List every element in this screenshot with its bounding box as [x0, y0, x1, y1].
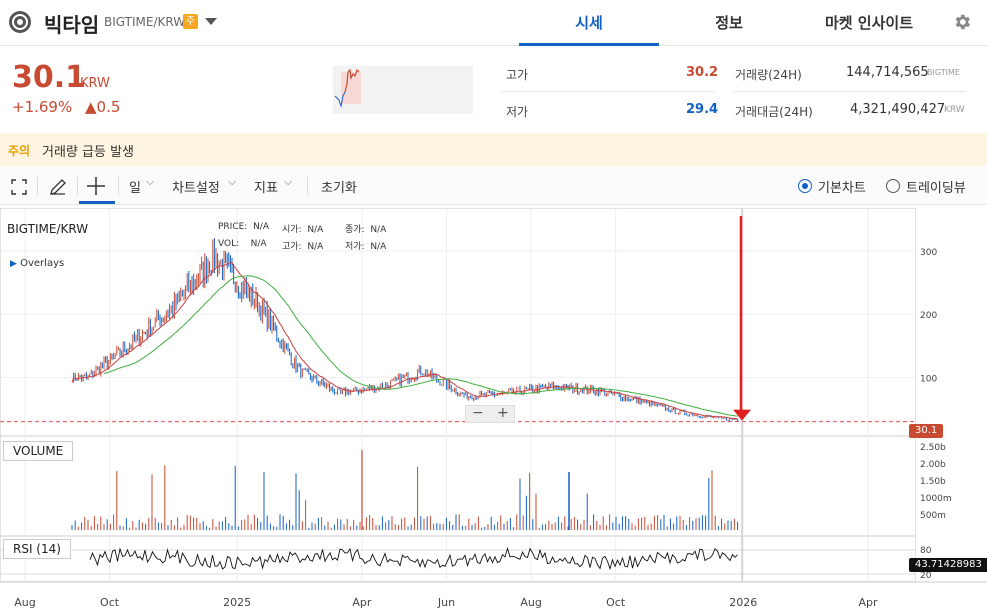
- x-tick-label: 2026: [729, 596, 757, 609]
- chart-toolbar: 일 ⌵ 차트설정 ⌵ 지표 ⌵ 초기화 기본차트 트레이딩뷰: [0, 167, 987, 205]
- chevron-down-icon[interactable]: ⌵: [284, 175, 293, 188]
- crosshair-icon[interactable]: [85, 175, 107, 197]
- x-tick-label: Oct: [606, 596, 626, 609]
- x-tick-label: Oct: [100, 596, 120, 609]
- overlays-label: Overlays: [20, 258, 65, 269]
- divider: [307, 177, 308, 195]
- legend-low: 저가: N/A: [345, 242, 387, 252]
- chevron-down-icon[interactable]: ⌵: [228, 175, 237, 188]
- notice-text: 거래량 급등 발생: [42, 145, 134, 160]
- tradingview-label[interactable]: 트레이딩뷰: [906, 181, 966, 196]
- price-chart[interactable]: Aug Oct 2025 Apr Jun Aug Oct 2026 Apr 300 200 100 2.…: [0, 208, 987, 614]
- ma-long-line: [103, 275, 738, 417]
- legend-open: 시가: N/A: [282, 225, 324, 235]
- chart-symbol: BIGTIME/KRW: [7, 222, 89, 236]
- zoom-out-button[interactable]: −: [472, 405, 484, 421]
- legend-price: PRICE: N/A: [218, 222, 269, 232]
- volume-label: 거래량(24H): [735, 68, 802, 82]
- x-tick-label: Apr: [352, 596, 372, 609]
- low-value: 29.4: [686, 102, 719, 117]
- tab-price[interactable]: 시세: [519, 0, 659, 46]
- x-tick-label: Aug: [520, 596, 541, 609]
- divider: [37, 177, 38, 195]
- notice-bar: 주의 거래량 급등 발생: [0, 133, 987, 166]
- reset-button[interactable]: 초기화: [321, 181, 357, 196]
- x-tick-label: Aug: [14, 596, 35, 609]
- notice-label: 주의: [8, 144, 31, 158]
- change-amount: ▲0.5: [85, 98, 121, 116]
- coin-logo-icon: [9, 11, 31, 33]
- ma-short-line: [71, 261, 738, 420]
- divider: [118, 177, 119, 195]
- basic-chart-radio[interactable]: [798, 179, 812, 193]
- low-label: 저가: [506, 105, 529, 119]
- basic-chart-label[interactable]: 기본차트: [818, 181, 866, 196]
- price-tick-label: 300: [920, 248, 937, 258]
- legend-vol: VOL: N/A: [218, 239, 267, 249]
- warning-badge: 주: [183, 14, 198, 29]
- zoom-control: − +: [465, 405, 515, 423]
- legend-high: 고가: N/A: [282, 242, 324, 252]
- tab-market-insight[interactable]: 마켓 인사이트: [824, 14, 914, 32]
- coin-name: 빅타임: [44, 13, 100, 37]
- divider: [77, 177, 78, 195]
- volume-tick-label: 500m: [920, 511, 946, 521]
- amount-value: 4,321,490,427: [850, 102, 946, 117]
- change-percent: +1.69%: [12, 98, 73, 116]
- chevron-down-icon[interactable]: [205, 18, 217, 25]
- price-tick-label: 200: [920, 311, 937, 321]
- x-tick-label: Jun: [437, 596, 455, 609]
- rsi-tick-label: 20: [920, 571, 932, 581]
- indicators-button[interactable]: 지표: [254, 181, 278, 196]
- x-tick-label: 2025: [223, 596, 251, 609]
- market-pair: BIGTIME/KRW: [104, 15, 186, 29]
- tab-info[interactable]: 정보: [715, 14, 743, 32]
- mini-chart: [333, 66, 473, 114]
- zoom-in-button[interactable]: +: [497, 405, 509, 421]
- fullscreen-icon[interactable]: [11, 179, 27, 195]
- divider: [502, 91, 714, 92]
- last-price-tag: 30.1: [909, 424, 944, 438]
- pencil-icon[interactable]: [48, 177, 68, 197]
- amount-unit: KRW: [944, 105, 965, 115]
- top-bar: 빅타임 BIGTIME/KRW 주 시세 정보 마켓 인사이트: [0, 0, 987, 46]
- current-price: 30.1: [12, 60, 87, 95]
- rsi-tick-label: 80: [920, 546, 932, 556]
- volume-tick-label: 2.00b: [920, 460, 946, 470]
- chevron-down-icon[interactable]: ⌵: [146, 175, 155, 188]
- price-tick-label: 100: [920, 374, 937, 384]
- annotation-arrow-head: [733, 409, 751, 421]
- volume-tick-label: 1.50b: [920, 477, 946, 487]
- overlays-toggle[interactable]: ▶ Overlays: [10, 258, 64, 269]
- amount-label: 거래대금(24H): [735, 105, 813, 119]
- legend-close: 종가: N/A: [345, 225, 387, 235]
- volume-panel-label: VOLUME: [3, 441, 74, 461]
- volume-tick-label: 2.50b: [920, 443, 946, 453]
- chart-settings-button[interactable]: 차트설정: [172, 181, 220, 196]
- rsi-line: [89, 546, 738, 571]
- volume-unit: BIGTIME: [927, 68, 960, 77]
- high-label: 고가: [506, 68, 529, 82]
- volume-tick-label: 1000m: [920, 494, 952, 504]
- interval-select[interactable]: 일: [129, 181, 141, 196]
- tradingview-radio[interactable]: [886, 179, 900, 193]
- play-icon: ▶: [10, 259, 17, 269]
- volume-value: 144,714,565: [846, 65, 929, 80]
- rsi-panel-label: RSI (14): [3, 539, 71, 559]
- price-unit: KRW: [80, 76, 110, 91]
- active-tool-indicator: [79, 201, 115, 204]
- high-value: 30.2: [686, 65, 719, 80]
- divider: [733, 91, 966, 92]
- rsi-value-tag: 43.71428983: [909, 558, 987, 572]
- x-tick-label: Apr: [858, 596, 878, 609]
- gear-icon[interactable]: [952, 12, 972, 32]
